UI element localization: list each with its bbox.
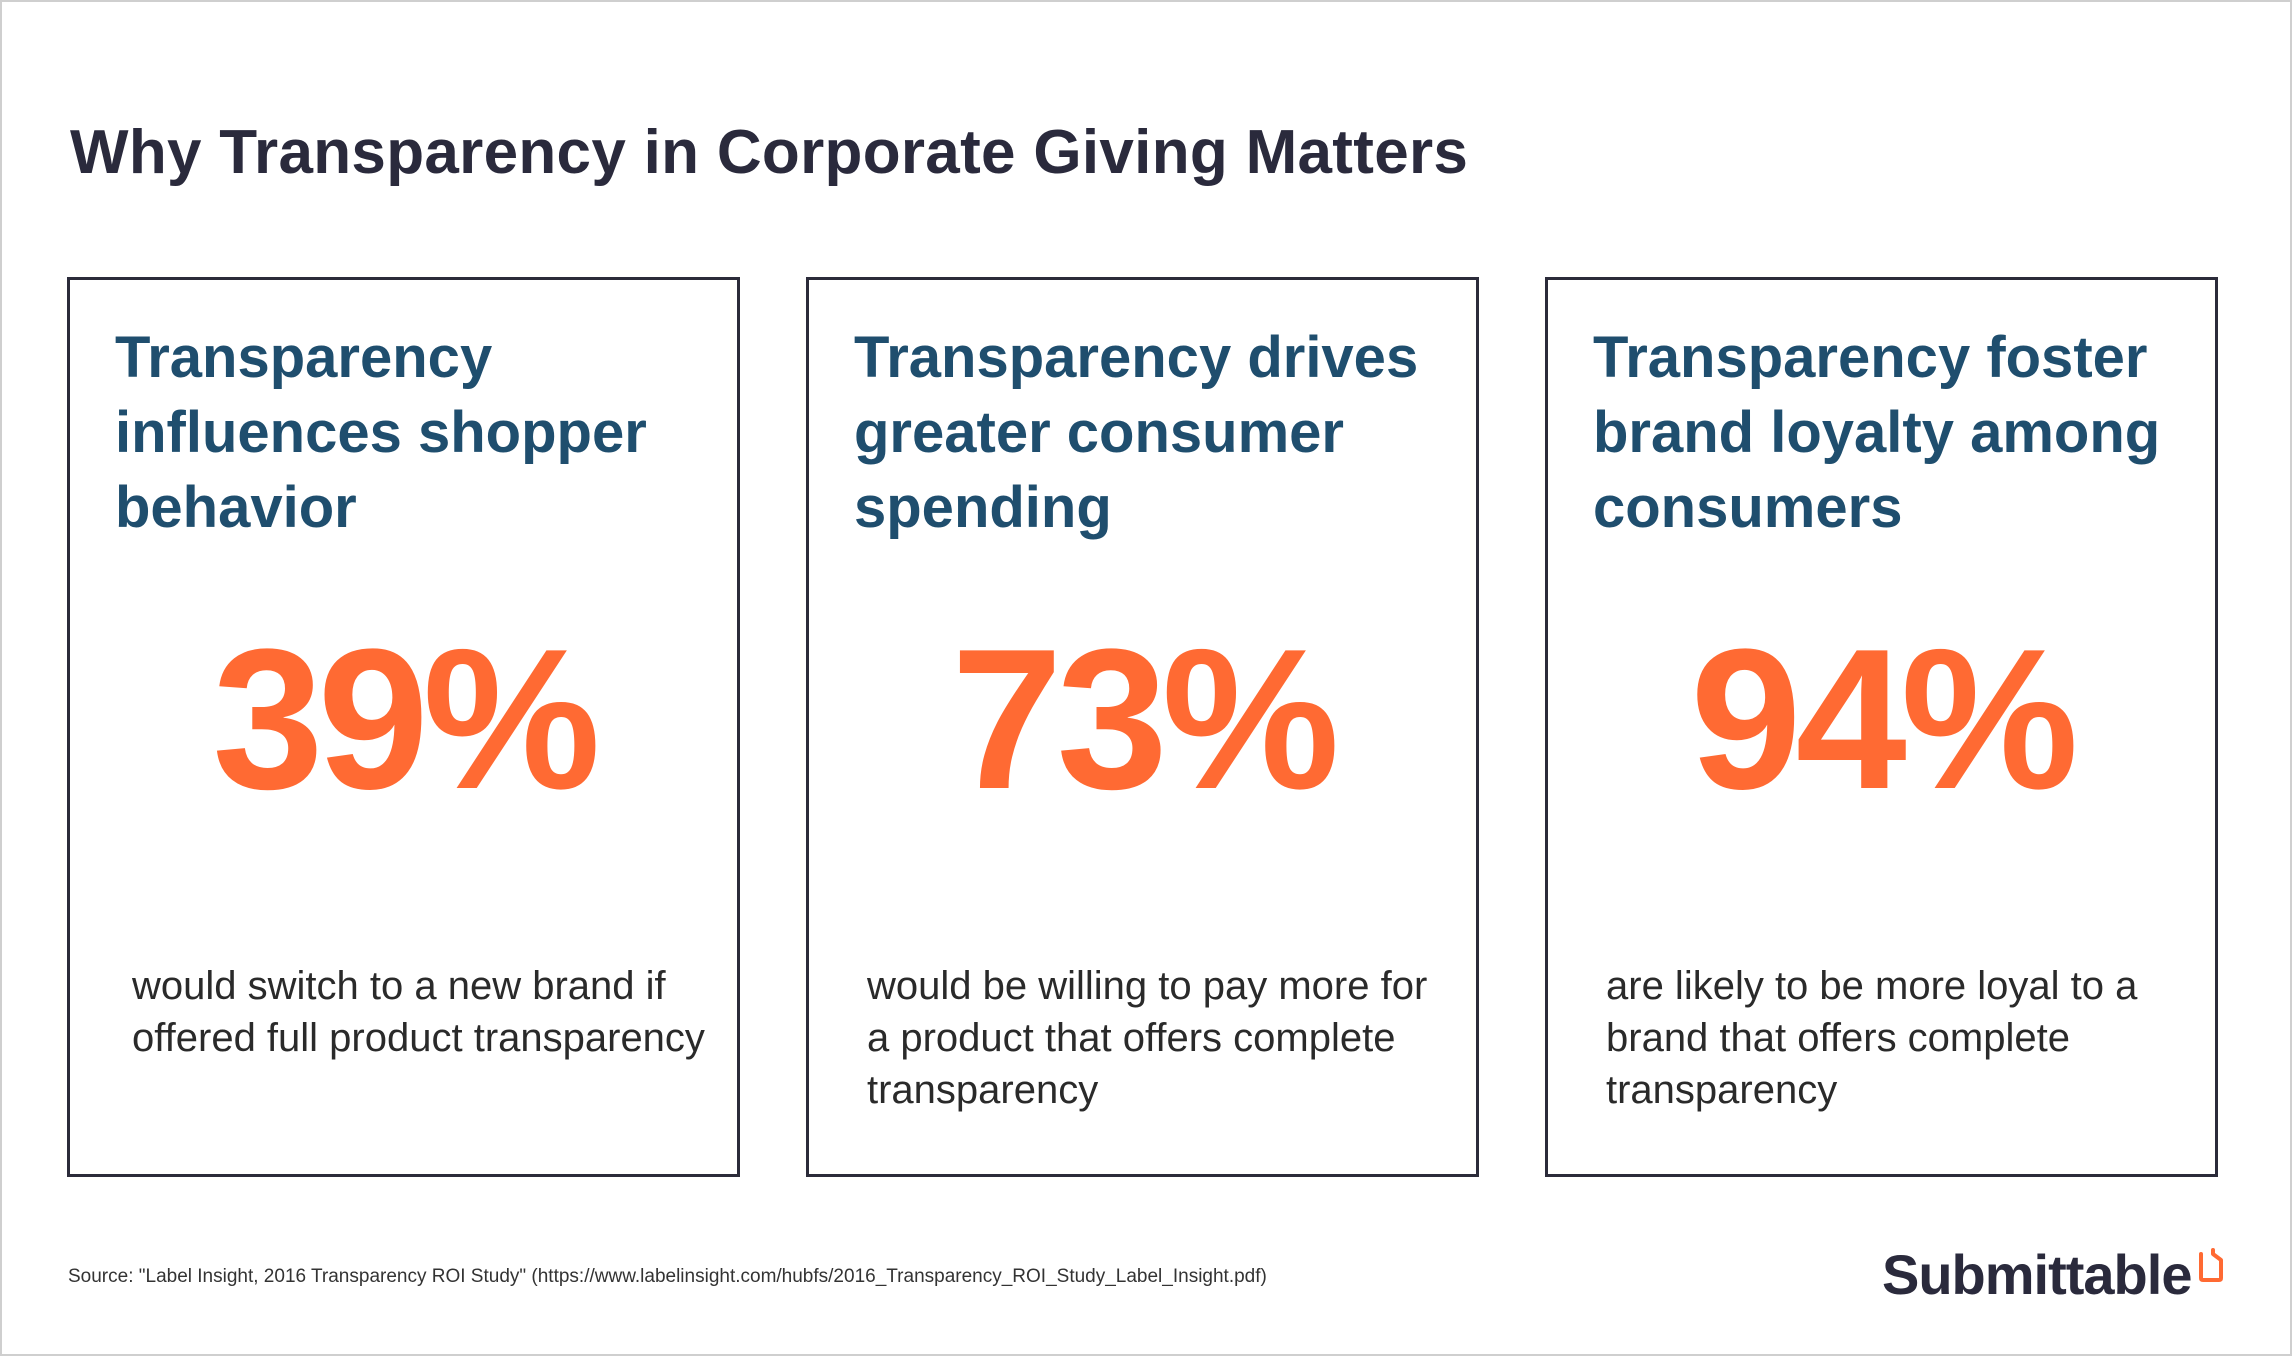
logo-wordmark: Submittable <box>1882 1243 2192 1306</box>
stat-percentage: 39% <box>212 608 600 831</box>
stat-card-shopper-behavior: Transparency influences shopper behavior… <box>67 277 740 1177</box>
card-heading: Transparency foster brand loyalty among … <box>1593 325 2161 540</box>
card-heading: Transparency influences shopper behavior <box>115 325 647 540</box>
stat-card-consumer-spending: Transparency drives greater consumer spe… <box>806 277 1479 1177</box>
card-description: are likely to be more loyal to a brand t… <box>1606 964 2138 1112</box>
submittable-logo: Submittable <box>1882 1242 2225 1308</box>
card-description: would switch to a new brand if offered f… <box>132 964 705 1060</box>
submittable-logo-icon <box>2199 1248 2224 1282</box>
stat-percentage: 73% <box>951 608 1339 831</box>
stat-card-brand-loyalty: Transparency foster brand loyalty among … <box>1545 277 2218 1177</box>
card-description: would be willing to pay more for a produ… <box>867 964 1428 1112</box>
source-citation: Source: "Label Insight, 2016 Transparenc… <box>68 1266 1267 1287</box>
page-title: Why Transparency in Corporate Giving Mat… <box>70 118 1469 187</box>
card-heading: Transparency drives greater consumer spe… <box>854 325 1419 540</box>
stat-percentage: 94% <box>1690 608 2078 831</box>
